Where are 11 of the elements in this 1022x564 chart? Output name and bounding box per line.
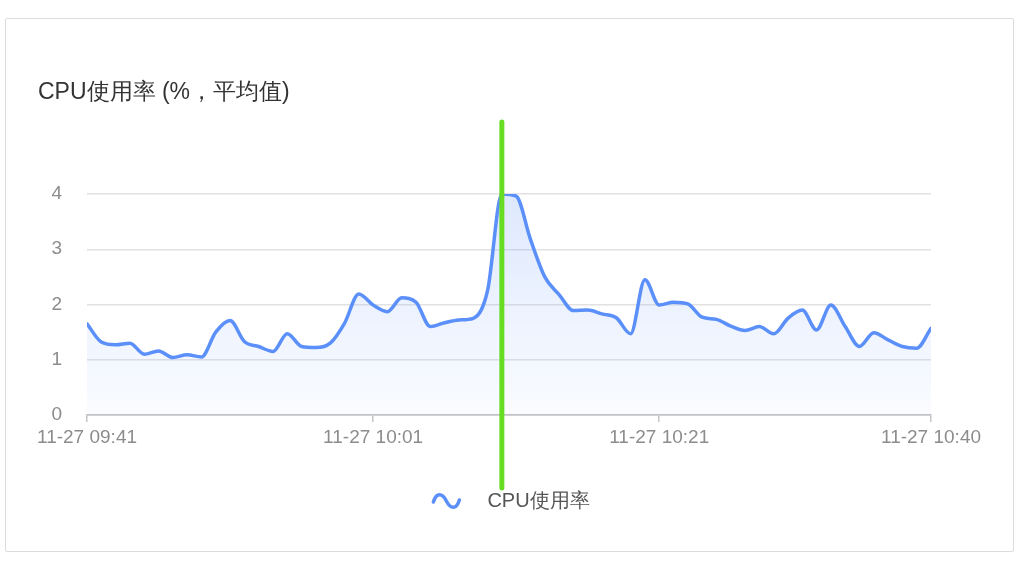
x-tick-label: 11-27 10:21 [609, 425, 710, 447]
x-tick-label: 11-27 10:40 [880, 425, 982, 447]
x-tick-label: 11-27 09:41 [36, 425, 138, 447]
y-tick-label: 3 [51, 237, 62, 259]
y-tick-label: 0 [51, 403, 62, 425]
legend-label: CPU使用率 [487, 488, 590, 511]
y-tick-label: 2 [51, 292, 62, 314]
x-tick-label: 11-27 10:01 [323, 425, 424, 447]
y-tick-label: 4 [51, 182, 63, 204]
chart-title: CPU使用率 (%，平均值) [38, 78, 290, 105]
y-tick-label: 1 [51, 347, 62, 369]
